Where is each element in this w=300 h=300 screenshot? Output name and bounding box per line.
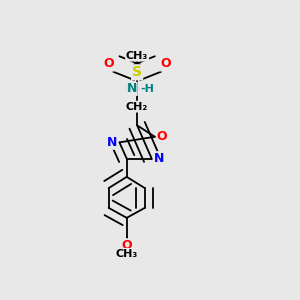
Text: CH₃: CH₃ bbox=[126, 51, 148, 61]
Text: O: O bbox=[103, 58, 114, 70]
Text: –H: –H bbox=[139, 84, 154, 94]
Text: CH₃: CH₃ bbox=[116, 249, 138, 259]
Text: O: O bbox=[157, 130, 167, 143]
Text: O: O bbox=[122, 239, 132, 252]
Text: N: N bbox=[107, 136, 117, 149]
Text: N: N bbox=[127, 82, 137, 95]
Text: N: N bbox=[125, 82, 135, 95]
Text: S: S bbox=[132, 65, 142, 79]
Text: -H: -H bbox=[140, 84, 154, 94]
Text: O: O bbox=[160, 58, 171, 70]
Text: N: N bbox=[154, 152, 164, 165]
Text: H: H bbox=[140, 82, 151, 95]
Text: CH₂: CH₂ bbox=[126, 102, 148, 112]
